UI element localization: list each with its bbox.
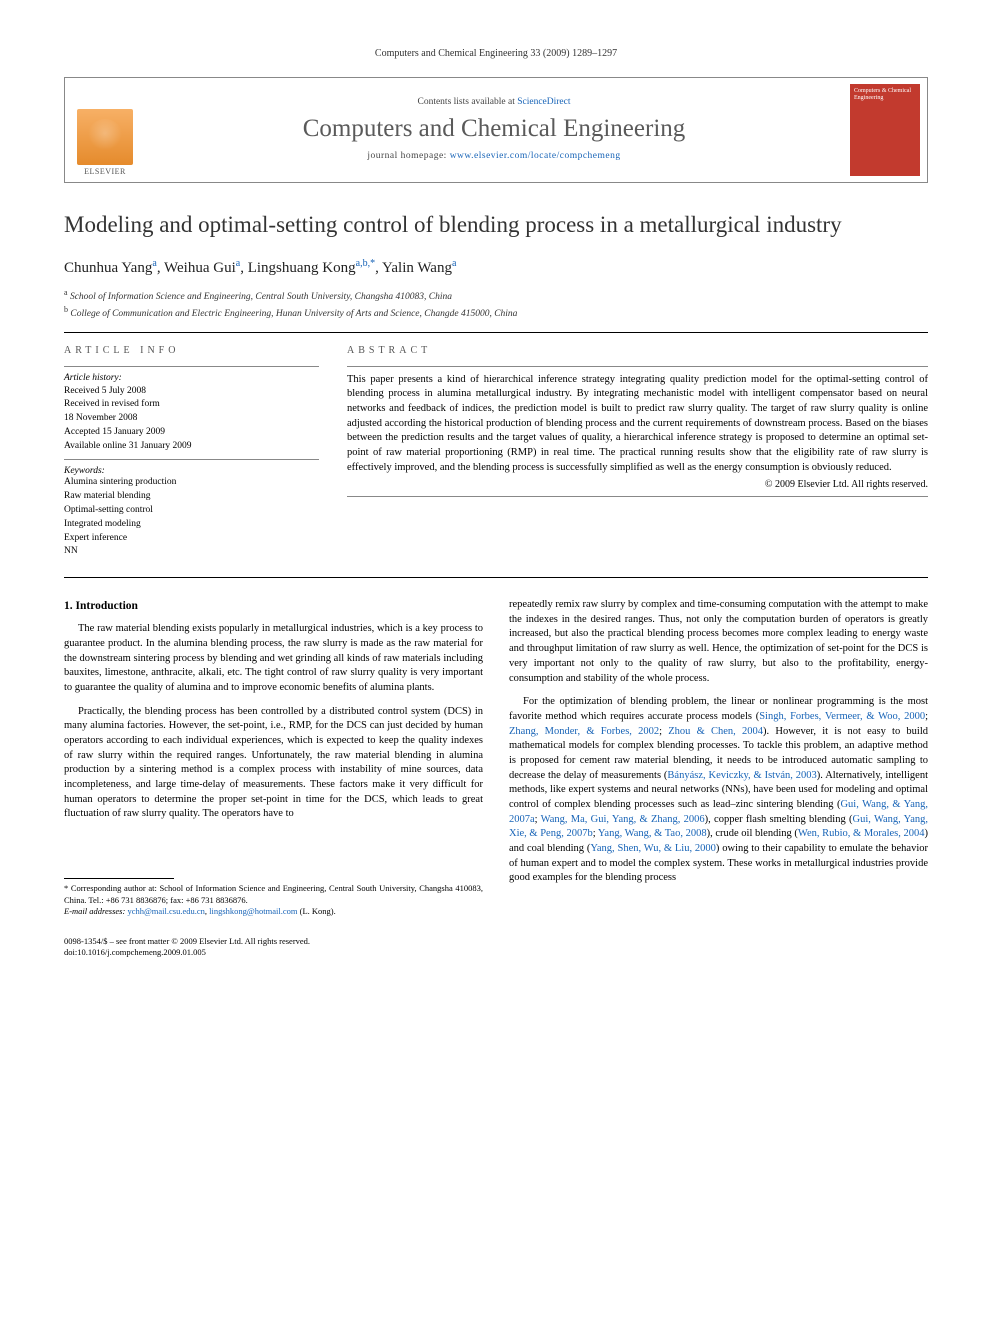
author: Chunhua Yanga — [64, 260, 157, 276]
body-paragraph: The raw material blending exists popular… — [64, 622, 483, 695]
history-list: Received 5 July 2008 Received in revised… — [64, 385, 319, 454]
divider — [64, 459, 319, 460]
divider — [64, 366, 319, 367]
citation-link[interactable]: Wen, Rubio, & Morales, 2004 — [798, 828, 925, 839]
affiliation: b College of Communication and Electric … — [64, 304, 928, 321]
affiliation-text: School of Information Science and Engine… — [70, 292, 452, 302]
email-label: E-mail addresses: — [64, 906, 125, 916]
cover-text: Computers & Chemical Engineering — [854, 88, 916, 102]
body-text: ), copper flash smelting blending ( — [705, 814, 853, 825]
abstract-body: This paper presents a kind of hierarchic… — [347, 373, 928, 476]
author-name: Weihua Gui — [164, 260, 236, 276]
body-paragraph: For the optimization of blending problem… — [509, 695, 928, 886]
affiliation: a School of Information Science and Engi… — [64, 287, 928, 304]
keywords-label: Keywords: — [64, 466, 319, 476]
article-title: Modeling and optimal-setting control of … — [64, 211, 928, 240]
info-abstract-row: ARTICLE INFO Article history: Received 5… — [64, 345, 928, 559]
article-info-heading: ARTICLE INFO — [64, 345, 319, 356]
history-item: 18 November 2008 — [64, 412, 319, 426]
abstract-col: ABSTRACT This paper presents a kind of h… — [347, 345, 928, 559]
section-heading: 1. Introduction — [64, 598, 483, 614]
history-item: Received 5 July 2008 — [64, 385, 319, 399]
body-columns: 1. Introduction The raw material blendin… — [64, 598, 928, 958]
body-text: ), crude oil blending ( — [707, 828, 798, 839]
citation-link[interactable]: Singh, Forbes, Vermeer, & Woo, 2000 — [759, 711, 925, 722]
author-sup: a — [236, 258, 240, 269]
contents-line: Contents lists available at ScienceDirec… — [153, 97, 835, 107]
corresponding-star-icon: * — [370, 258, 375, 269]
body-text: ; — [659, 726, 668, 737]
journal-masthead: ELSEVIER Contents lists available at Sci… — [64, 77, 928, 183]
author: Weihua Guia — [164, 260, 240, 276]
divider — [64, 577, 928, 578]
sciencedirect-link[interactable]: ScienceDirect — [517, 97, 570, 107]
publisher-label: ELSEVIER — [84, 167, 126, 176]
running-head: Computers and Chemical Engineering 33 (2… — [64, 48, 928, 59]
author-line: Chunhua Yanga, Weihua Guia, Lingshuang K… — [64, 258, 928, 277]
affiliation-sup: a — [64, 288, 68, 297]
citation-link[interactable]: Bányász, Keviczky, & István, 2003 — [667, 770, 816, 781]
author-name: Chunhua Yang — [64, 260, 152, 276]
keyword: Optimal-setting control — [64, 504, 319, 518]
author-name: Yalin Wang — [382, 260, 452, 276]
homepage-url[interactable]: www.elsevier.com/locate/compchemeng — [450, 151, 621, 161]
corresponding-footnote: * Corresponding author at: School of Inf… — [64, 883, 483, 906]
abstract-heading: ABSTRACT — [347, 345, 928, 356]
citation-link[interactable]: Yang, Shen, Wu, & Liu, 2000 — [590, 843, 716, 854]
divider — [64, 332, 928, 333]
keyword: Raw material blending — [64, 490, 319, 504]
doi-line: doi:10.1016/j.compchemeng.2009.01.005 — [64, 947, 483, 958]
homepage-prefix: journal homepage: — [367, 151, 449, 161]
footer-block: 0098-1354/$ – see front matter © 2009 El… — [64, 936, 483, 959]
abstract-copyright: © 2009 Elsevier Ltd. All rights reserved… — [347, 479, 928, 490]
author-sup: a,b, — [356, 258, 370, 269]
elsevier-tree-icon — [77, 109, 133, 165]
history-label: Article history: — [64, 373, 319, 383]
body-text: ; — [925, 711, 928, 722]
masthead-center: Contents lists available at ScienceDirec… — [145, 78, 843, 182]
footnote-separator — [64, 878, 174, 879]
divider — [347, 366, 928, 367]
body-paragraph: Practically, the blending process has be… — [64, 705, 483, 823]
issn-line: 0098-1354/$ – see front matter © 2009 El… — [64, 936, 483, 947]
history-item: Available online 31 January 2009 — [64, 440, 319, 454]
email-link[interactable]: lingshkong@hotmail.com — [209, 906, 297, 916]
citation-link[interactable]: Wang, Ma, Gui, Yang, & Zhang, 2006 — [541, 814, 705, 825]
author-sup: a — [452, 258, 456, 269]
citation-link[interactable]: Zhang, Monder, & Forbes, 2002 — [509, 726, 659, 737]
contents-prefix: Contents lists available at — [417, 97, 517, 107]
divider — [347, 496, 928, 497]
history-item: Received in revised form — [64, 398, 319, 412]
footnotes: * Corresponding author at: School of Inf… — [64, 883, 483, 917]
affiliation-sup: b — [64, 305, 68, 314]
email-link[interactable]: ychh@mail.csu.edu.cn — [127, 906, 204, 916]
author-name: Lingshuang Kong — [248, 260, 356, 276]
journal-name: Computers and Chemical Engineering — [153, 115, 835, 143]
author: Yalin Wanga — [382, 260, 456, 276]
homepage-line: journal homepage: www.elsevier.com/locat… — [153, 151, 835, 161]
email-tail: (L. Kong). — [298, 906, 336, 916]
cover-thumb-wrap: Computers & Chemical Engineering — [843, 78, 927, 182]
author: Lingshuang Konga,b,* — [248, 260, 375, 276]
affiliation-text: College of Communication and Electric En… — [70, 309, 517, 319]
affiliations: a School of Information Science and Engi… — [64, 287, 928, 322]
corr-label: * Corresponding author at: — [64, 883, 157, 893]
body-paragraph: repeatedly remix raw slurry by complex a… — [509, 598, 928, 686]
keyword: Integrated modeling — [64, 518, 319, 532]
citation-link[interactable]: Yang, Wang, & Tao, 2008 — [598, 828, 707, 839]
journal-cover-thumb: Computers & Chemical Engineering — [850, 84, 920, 176]
keywords-list: Alumina sintering production Raw materia… — [64, 476, 319, 559]
email-footnote: E-mail addresses: ychh@mail.csu.edu.cn, … — [64, 906, 483, 917]
keyword: Expert inference — [64, 532, 319, 546]
history-item: Accepted 15 January 2009 — [64, 426, 319, 440]
keyword: NN — [64, 545, 319, 559]
keyword: Alumina sintering production — [64, 476, 319, 490]
author-sup: a — [152, 258, 156, 269]
citation-link[interactable]: Zhou & Chen, 2004 — [668, 726, 763, 737]
publisher-block: ELSEVIER — [65, 78, 145, 182]
article-info-col: ARTICLE INFO Article history: Received 5… — [64, 345, 319, 559]
